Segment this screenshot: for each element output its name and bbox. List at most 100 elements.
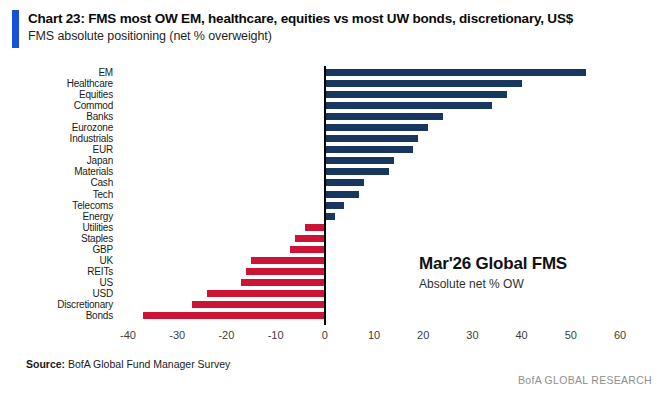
- category-label: Eurozone: [8, 122, 113, 133]
- bar-row: Equities: [8, 89, 620, 100]
- category-label: Bonds: [8, 310, 113, 321]
- bar-track: [128, 166, 620, 177]
- fms-positioning-chart: Chart 23: FMS most OW EM, healthcare, eq…: [0, 0, 658, 400]
- category-label: REITs: [8, 266, 113, 277]
- underweight-bar: [192, 301, 325, 308]
- x-tick-label: -30: [169, 329, 185, 341]
- overweight-bar: [325, 91, 507, 98]
- category-label: Cash: [8, 177, 113, 188]
- category-label: Telecoms: [8, 200, 113, 211]
- x-tick-label: 60: [614, 329, 626, 341]
- bar-track: [128, 233, 620, 244]
- bar-track: [128, 189, 620, 200]
- overweight-bar: [325, 168, 389, 175]
- overweight-bar: [325, 179, 364, 186]
- overweight-bar: [325, 113, 443, 120]
- overweight-bar: [325, 146, 414, 153]
- bar-track: [128, 111, 620, 122]
- x-axis: -40-30-20-100102030405060: [128, 329, 620, 345]
- bar-row: Discretionary: [8, 299, 620, 310]
- category-label: Equities: [8, 89, 113, 100]
- category-label: Japan: [8, 155, 113, 166]
- x-tick-label: 10: [368, 329, 380, 341]
- x-tick-label: 50: [565, 329, 577, 341]
- annotation-survey-date: Mar'26 Global FMS: [419, 254, 567, 274]
- bar-track: [128, 299, 620, 310]
- bar-row: Eurozone: [8, 122, 620, 133]
- bar-track: [128, 133, 620, 144]
- bar-row: EM: [8, 67, 620, 78]
- bar-row: Staples: [8, 233, 620, 244]
- category-label: Healthcare: [8, 78, 113, 89]
- underweight-bar: [290, 246, 324, 253]
- underweight-bar: [295, 235, 325, 242]
- underweight-bar: [207, 290, 325, 297]
- underweight-bar: [143, 312, 325, 319]
- underweight-bar: [241, 279, 325, 286]
- category-label: EM: [8, 67, 113, 78]
- category-label: Banks: [8, 111, 113, 122]
- category-label: USD: [8, 288, 113, 299]
- accent-bar: [12, 10, 19, 48]
- bar-track: [128, 200, 620, 211]
- underweight-bar: [251, 257, 325, 264]
- source-label: Source:: [26, 358, 65, 370]
- underweight-bar: [305, 224, 325, 231]
- overweight-bar: [325, 135, 418, 142]
- category-label: EUR: [8, 144, 113, 155]
- category-label: Staples: [8, 233, 113, 244]
- x-tick-label: -40: [120, 329, 136, 341]
- bar-track: [128, 211, 620, 222]
- overweight-bar: [325, 202, 345, 209]
- x-tick-label: 20: [417, 329, 429, 341]
- underweight-bar: [246, 268, 325, 275]
- category-label: UK: [8, 255, 113, 266]
- bar-track: [128, 122, 620, 133]
- chart-annotation: Mar'26 Global FMS Absolute net % OW: [419, 254, 567, 291]
- category-label: Materials: [8, 166, 113, 177]
- bar-row: Banks: [8, 111, 620, 122]
- overweight-bar: [325, 69, 586, 76]
- category-label: Commod: [8, 100, 113, 111]
- category-label: Utilities: [8, 222, 113, 233]
- zero-axis-line: [324, 66, 326, 325]
- chart-header: Chart 23: FMS most OW EM, healthcare, eq…: [12, 10, 648, 48]
- x-tick-label: 0: [322, 329, 328, 341]
- bar-row: Cash: [8, 177, 620, 188]
- bar-track: [128, 310, 620, 321]
- bar-track: [128, 67, 620, 78]
- bar-track: [128, 89, 620, 100]
- bar-track: [128, 222, 620, 233]
- bar-row: Japan: [8, 155, 620, 166]
- header-titles: Chart 23: FMS most OW EM, healthcare, eq…: [28, 10, 573, 48]
- bar-row: Energy: [8, 211, 620, 222]
- bar-track: [128, 155, 620, 166]
- bar-row: Healthcare: [8, 78, 620, 89]
- bar-row: EUR: [8, 144, 620, 155]
- annotation-metric: Absolute net % OW: [419, 277, 567, 291]
- bar-row: Industrials: [8, 133, 620, 144]
- overweight-bar: [325, 80, 522, 87]
- source-note: Source: BofA Global Fund Manager Survey: [26, 358, 230, 370]
- x-tick-label: -10: [268, 329, 284, 341]
- overweight-bar: [325, 213, 335, 220]
- chart-subtitle: FMS absolute positioning (net % overweig…: [28, 28, 573, 44]
- x-tick-label: 30: [466, 329, 478, 341]
- bar-track: [128, 100, 620, 111]
- x-tick-label: 40: [515, 329, 527, 341]
- chart-title: Chart 23: FMS most OW EM, healthcare, eq…: [28, 10, 573, 28]
- bar-row: Bonds: [8, 310, 620, 321]
- bar-track: [128, 177, 620, 188]
- brand-mark: BofA GLOBAL RESEARCH: [518, 374, 652, 386]
- category-label: US: [8, 277, 113, 288]
- x-tick-label: -20: [218, 329, 234, 341]
- bar-row: Materials: [8, 166, 620, 177]
- category-label: GBP: [8, 244, 113, 255]
- category-label: Tech: [8, 189, 113, 200]
- bar-track: [128, 78, 620, 89]
- bar-row: Tech: [8, 189, 620, 200]
- bar-row: Commod: [8, 100, 620, 111]
- bar-row: Utilities: [8, 222, 620, 233]
- overweight-bar: [325, 191, 359, 198]
- overweight-bar: [325, 157, 394, 164]
